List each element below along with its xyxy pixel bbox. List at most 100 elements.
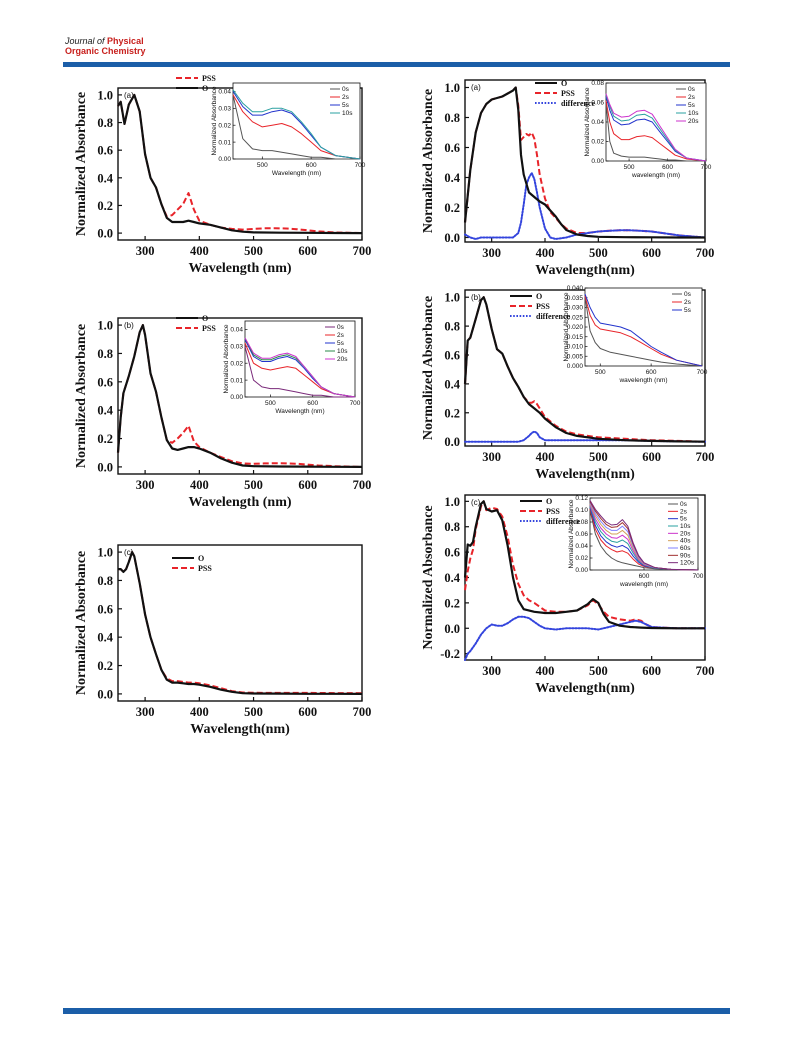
legend-label-o: O [198,554,204,563]
x-tick-label: 500 [589,664,608,678]
inset-frame [605,82,707,162]
inset-legend-label-0s: 0s [342,86,350,93]
inset-legend-label-5s: 5s [684,307,692,314]
y-tick-label: 0.0 [97,687,113,701]
x-tick-label: 700 [353,244,372,258]
x-axis-title: Wavelength(nm) [190,722,290,737]
legend-label-o: O [202,84,208,93]
inset-series-2s-line [244,342,356,398]
series-pss-line [464,500,705,630]
inset-legend-label-20s: 20s [688,118,699,125]
inset-y-tick-label: 0.06 [575,531,588,538]
journal-of-text: Journal of [65,36,105,46]
x-tick-label: 500 [244,244,263,258]
y-tick-label: 0.8 [97,574,113,588]
inset-series-120s-line [589,500,699,571]
inset-y-tick-label: 0.000 [567,363,584,370]
y-axis-title: Normalized Absorbance [74,551,89,695]
series-o-line [117,93,363,235]
inset-y-tick-label: 0.02 [591,139,604,146]
y-tick-label: 0.4 [444,571,460,585]
y-tick-label: 0.6 [444,546,460,560]
x-axis-title: Wavelength(nm) [535,681,635,696]
inset-legend-label-10s: 10s [688,110,699,117]
panel-label: (b) [124,321,134,330]
inset-x-tick-label: 500 [265,400,276,407]
chart-left-c: 300 400 500 600 700 0.0 0.2 0.4 0.6 0.8 1.0 Wavelen… [74,544,371,737]
inset-y-tick-label: 0.04 [575,543,588,550]
inset-legend-label-5s: 5s [337,340,345,347]
y-tick-label: 0.6 [97,144,113,158]
inset-y-tick-label: 0.03 [230,344,243,351]
inset-y-tick-label: 0.040 [567,285,584,292]
journal-organic-text: Organic Chemistry [65,46,146,56]
inset-legend-label-5s: 5s [680,516,688,523]
inset-y-tick-label: 0.00 [591,158,604,165]
legend-label-o: O [536,292,542,301]
inset-y-axis-title: Normalized Absorbance [223,324,230,393]
x-tick-label: 300 [482,664,501,678]
y-axis-title: Normalized Absorbance [421,89,436,233]
y-tick-label: 0.4 [444,377,460,391]
inset-series-10s-line [589,506,699,571]
y-axis-title: Normalized Absorbance [74,92,89,236]
inset-y-tick-label: 0.035 [567,295,584,302]
inset-x-tick-label: 500 [257,162,268,169]
inset-x-tick-label: 700 [350,400,361,407]
x-tick-label: 600 [298,705,317,719]
y-tick-label: 0.8 [97,116,113,130]
legend-label-pss: PSS [198,564,212,573]
x-tick-label: 600 [642,246,661,260]
inset-frame [232,82,361,160]
inset-chart: 600 700 0.00 0.02 0.04 0.06 0.08 0.10 0.12 wavele… [568,495,704,588]
inset-y-tick-label: 0.04 [218,89,231,96]
inset-legend-label-60s: 60s [680,545,691,552]
inset-series-5s-line [605,96,707,162]
x-tick-label: 700 [696,450,715,464]
x-tick-label: 400 [190,478,209,492]
inset-x-axis-title: wavelength (nm) [619,581,668,588]
x-axis-title: Wavelength(nm) [535,467,635,482]
inset-chart: 500 600 700 0.00 0.01 0.02 0.03 0.04 Wavelength … [211,82,366,177]
inset-y-axis-title: Normalized Absorbance [584,87,591,156]
x-tick-label: 700 [696,246,715,260]
inset-legend-label-5s: 5s [688,102,696,109]
x-tick-label: 400 [190,244,209,258]
inset-frame [244,320,356,398]
y-tick-label: 0.0 [444,622,460,636]
inset-x-tick-label: 600 [307,400,318,407]
series-pss-line [464,86,706,239]
inset-legend-label-0s: 0s [684,291,692,298]
inset-x-tick-label: 700 [693,573,704,580]
panel-label: (a) [471,83,481,92]
legend-label-difference: difference [561,99,596,108]
y-tick-label: 1.0 [444,81,460,95]
x-tick-label: 600 [298,478,317,492]
inset-y-tick-label: 0.00 [218,156,231,163]
inset-x-tick-label: 600 [646,369,657,376]
x-tick-label: 500 [589,246,608,260]
inset-y-tick-label: 0.10 [575,507,588,514]
inset-y-axis-title: Normalized Absorbance [563,292,570,361]
x-tick-label: 700 [696,664,715,678]
y-axis-title: Normalized Absorbance [421,505,436,649]
y-tick-label: 0.4 [97,404,113,418]
inset-series-0s-line [605,102,706,162]
inset-y-tick-label: 0.005 [567,353,584,360]
inset-legend-label-5s: 5s [342,102,350,109]
legend-label-o: O [202,314,208,323]
inset-legend-label-40s: 40s [680,538,691,545]
y-tick-label: 0.4 [97,631,113,645]
inset-x-tick-label: 600 [639,573,650,580]
y-tick-label: 0.2 [444,406,460,420]
inset-series-5s-line [584,293,703,367]
y-tick-label: 0.2 [97,432,113,446]
legend-label-difference: difference [546,517,581,526]
x-tick-label: 400 [536,246,555,260]
inset-series-10s-line [232,89,361,160]
legend-label-o: O [561,79,567,88]
inset-x-axis-title: Wavelength (nm) [275,408,324,415]
x-tick-label: 600 [642,450,661,464]
legend-label-pss: PSS [536,302,550,311]
plot-frame [117,317,363,475]
